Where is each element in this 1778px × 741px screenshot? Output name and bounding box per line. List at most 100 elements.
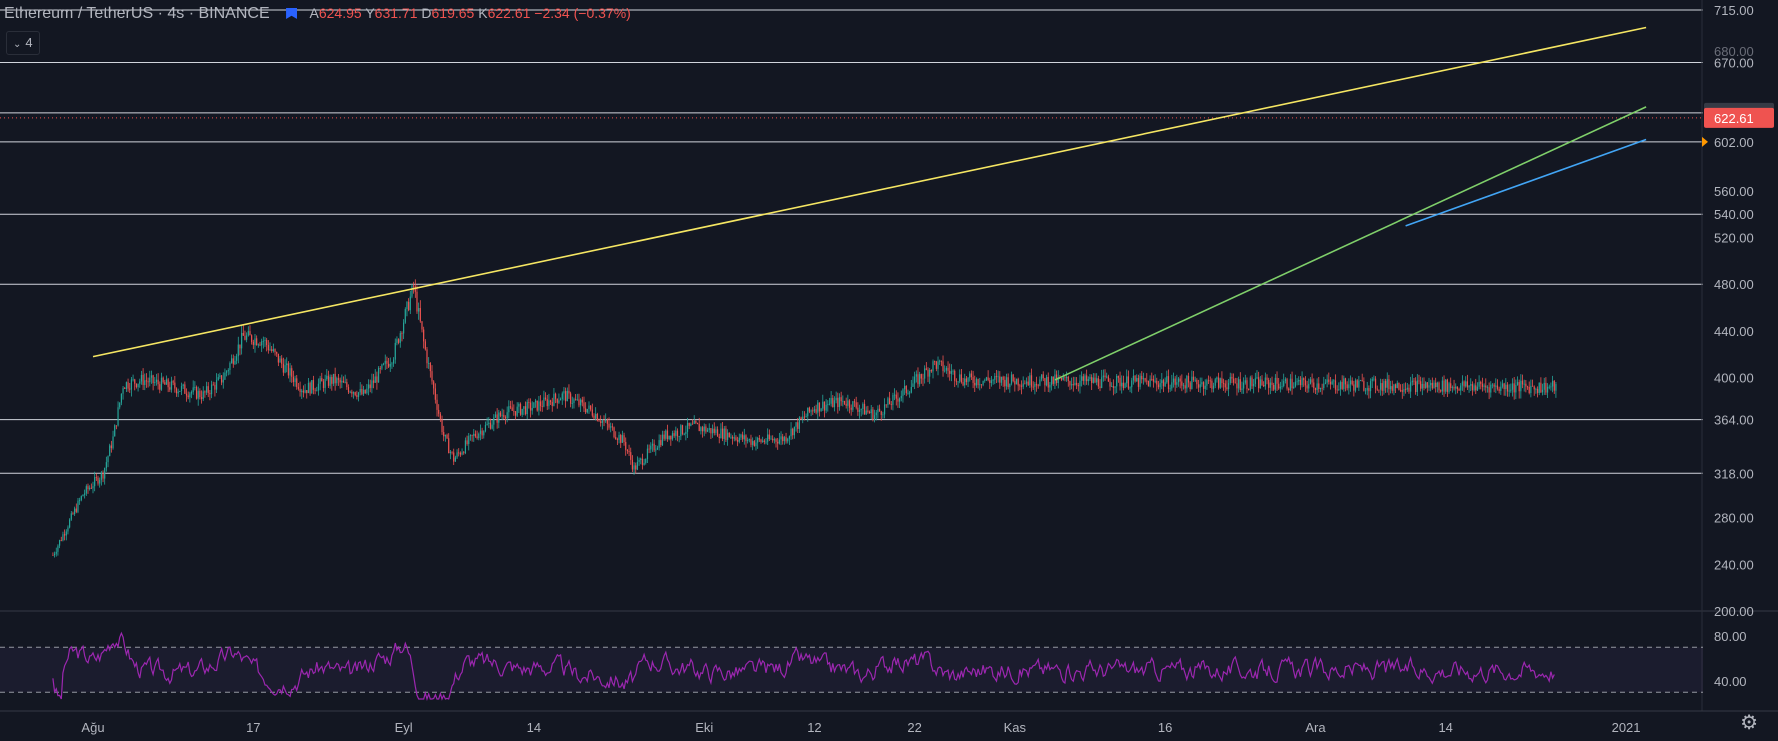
- candle-body: [1364, 390, 1367, 392]
- candle-body: [389, 363, 391, 367]
- candle-body: [1506, 384, 1509, 392]
- trendlines[interactable]: [92, 26, 1647, 381]
- candle-body: [1433, 382, 1435, 389]
- candle-body: [1423, 383, 1425, 389]
- candle-body: [995, 376, 998, 377]
- candle-body: [638, 459, 640, 462]
- candle-body: [1134, 375, 1136, 382]
- candle-body: [984, 380, 986, 381]
- candle-body: [787, 438, 789, 442]
- candle-body: [1049, 384, 1051, 388]
- flag-icon[interactable]: [286, 8, 298, 19]
- candle-body: [750, 439, 752, 445]
- candle-body: [618, 435, 620, 440]
- candle-body: [102, 472, 104, 479]
- candle-body: [287, 363, 289, 376]
- candle-body: [1450, 383, 1452, 388]
- candle-body: [1448, 383, 1450, 392]
- gear-icon[interactable]: ⚙: [1740, 712, 1758, 734]
- candle-body: [554, 393, 557, 399]
- candle-body: [954, 370, 956, 381]
- candle-body: [1169, 388, 1171, 390]
- candle-body: [949, 370, 951, 374]
- candle-body: [857, 407, 859, 412]
- candle-body: [1354, 380, 1357, 391]
- candle-body: [185, 393, 188, 396]
- candle-body: [725, 428, 727, 440]
- price-axis[interactable]: 715.00680.00670.00630.00626.82622.61602.…: [1702, 3, 1774, 619]
- candle-body: [234, 360, 236, 365]
- candle-body: [1254, 378, 1256, 384]
- candle-body: [1241, 388, 1243, 390]
- candle-body: [914, 376, 916, 384]
- candle-body: [1339, 381, 1342, 390]
- candle-body: [433, 381, 435, 389]
- candle-body: [695, 420, 697, 423]
- candle-body: [114, 425, 116, 437]
- candle-body: [808, 407, 811, 412]
- candle-body: [404, 309, 406, 323]
- candle-body: [1101, 377, 1103, 388]
- candle-body: [613, 427, 615, 438]
- candle-body: [1061, 377, 1063, 380]
- candle-body: [1127, 376, 1129, 389]
- close-value: 622.61: [487, 5, 531, 21]
- candle-body: [1034, 383, 1036, 387]
- candle-body: [1294, 381, 1296, 387]
- candle-body: [752, 441, 754, 445]
- candle-body: [905, 385, 907, 394]
- candle-body: [499, 412, 502, 416]
- green-trendline[interactable]: [1054, 106, 1647, 381]
- candle-body: [553, 393, 555, 406]
- candle-body: [1498, 388, 1500, 392]
- candle-body: [1181, 381, 1183, 386]
- price-tick-label: 602.00: [1714, 135, 1754, 150]
- candle-body: [701, 427, 704, 432]
- candle-body: [262, 340, 264, 342]
- candle-body: [1548, 386, 1550, 388]
- candle-body: [451, 451, 453, 453]
- candle-body: [1171, 382, 1173, 389]
- candle-body: [1471, 384, 1474, 391]
- interval-label[interactable]: 4s: [167, 5, 185, 22]
- candle-body: [1002, 376, 1004, 380]
- candle-body: [1112, 386, 1114, 388]
- candle-body: [57, 545, 59, 552]
- candle-body: [803, 416, 806, 418]
- candle-body: [762, 440, 764, 442]
- candle-body: [1435, 382, 1437, 388]
- rsi-pane: 80.00 40.00: [0, 629, 1747, 702]
- yellow-trendline[interactable]: [92, 26, 1647, 358]
- candle-body: [1535, 388, 1537, 390]
- blue-trendline[interactable]: [1405, 138, 1647, 227]
- candle-body: [588, 405, 590, 409]
- candle-body: [342, 380, 345, 383]
- candle-body: [1264, 377, 1266, 387]
- candle-body: [1369, 381, 1372, 392]
- candle-body: [1029, 375, 1031, 386]
- candle-body: [1318, 383, 1320, 389]
- candle-body: [386, 360, 388, 364]
- candle-body: [1550, 386, 1552, 388]
- candle-body: [922, 378, 924, 380]
- candle-body: [1453, 387, 1455, 389]
- candle-body: [357, 392, 360, 398]
- candle-body: [469, 434, 472, 437]
- candle-body: [413, 285, 415, 287]
- candle-body: [99, 479, 101, 484]
- alert-marker-icon[interactable]: [1702, 136, 1708, 147]
- time-tick-label: 14: [527, 720, 541, 735]
- candle-body: [616, 438, 618, 440]
- symbol-title[interactable]: Ethereum / TetherUS: [4, 5, 154, 22]
- time-axis[interactable]: Ağu 17 Eyl 14 Eki 12 22 Kas 16 Ara 14 2021: [0, 710, 1778, 735]
- candle-body: [690, 423, 692, 426]
- candle-body: [573, 399, 575, 404]
- candle-body: [367, 384, 370, 389]
- candle-body: [170, 381, 173, 390]
- candle-body: [299, 388, 301, 392]
- candle-body: [1236, 383, 1238, 389]
- price-tick-label: 560.00: [1714, 184, 1754, 199]
- candle-body: [939, 360, 941, 362]
- indicators-toggle-button[interactable]: ⌄ 4: [6, 31, 40, 55]
